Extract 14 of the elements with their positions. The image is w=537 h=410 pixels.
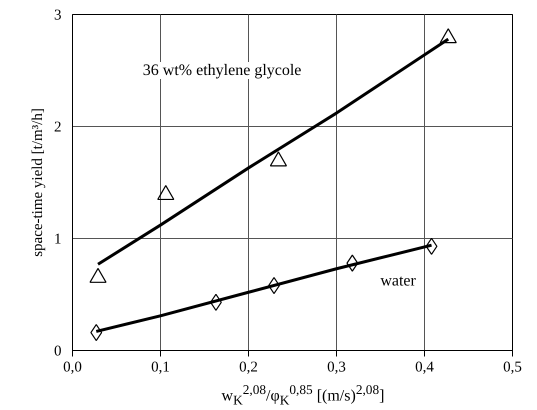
y-tick-label: 3 <box>54 8 62 24</box>
y-tick-label: 0 <box>54 344 62 360</box>
x-tick-label: 0,1 <box>151 360 170 376</box>
text: w$_{K}$$^{2,08}$/φ$_{K}$$^{0,85}$ [(m/s)$^{2,08}$] <box>222 382 384 408</box>
x-tick-label: 0,3 <box>327 360 346 376</box>
annotation: water <box>380 272 417 290</box>
y-tick-label: 1 <box>54 232 62 248</box>
y-axis-title: space-time yield [t/m³/h] <box>30 108 46 257</box>
x-tick-label: 0,4 <box>415 360 434 376</box>
x-tick-label: 0,0 <box>63 360 82 376</box>
annotation: 36 wt% ethylene glycole <box>142 62 302 79</box>
y-tick-label: 2 <box>54 120 62 136</box>
x-tick-label: 0,5 <box>503 360 522 376</box>
x-tick-label: 0,2 <box>239 360 258 376</box>
